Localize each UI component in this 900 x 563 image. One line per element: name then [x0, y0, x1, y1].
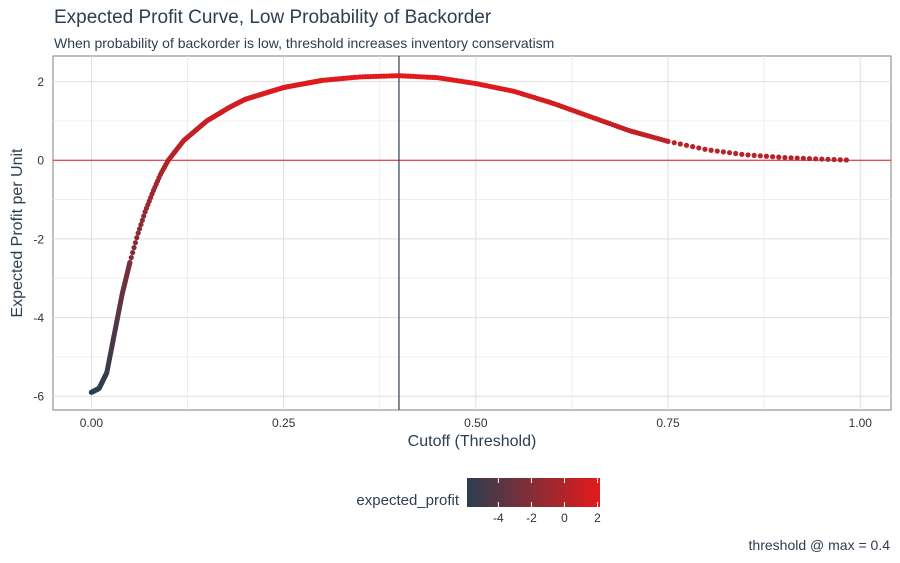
- data-point: [677, 141, 683, 147]
- data-point: [141, 213, 147, 219]
- data-point: [733, 150, 739, 157]
- data-point: [763, 153, 770, 159]
- y-tick-label: -4: [33, 311, 44, 325]
- data-point: [690, 144, 696, 150]
- data-point: [782, 154, 788, 161]
- data-point: [794, 155, 800, 161]
- legend-tick-label: -2: [526, 511, 537, 525]
- legend-ticks: -4 -2 0 2: [493, 478, 601, 525]
- y-tick-label: 0: [37, 154, 44, 168]
- data-point: [757, 153, 763, 159]
- data-point: [788, 155, 794, 161]
- data-point: [702, 146, 708, 152]
- legend-colorbar: [467, 478, 600, 507]
- legend-tick-label: 0: [561, 511, 568, 525]
- data-point: [130, 249, 136, 256]
- data-point: [696, 145, 702, 151]
- data-point: [128, 254, 134, 261]
- data-point: [671, 140, 677, 146]
- data-point: [837, 157, 843, 163]
- y-axis-ticks: -6 -4 -2 0 2: [33, 75, 44, 404]
- data-point: [135, 230, 141, 236]
- grid-lines: [53, 56, 891, 410]
- data-point: [825, 156, 831, 162]
- data-point: [776, 154, 782, 160]
- data-point: [139, 217, 145, 223]
- data-point: [819, 156, 825, 162]
- legend-tick-label: 2: [594, 511, 601, 525]
- data-point: [745, 152, 751, 158]
- x-tick-label: 0.50: [464, 416, 488, 430]
- data-point: [726, 150, 733, 156]
- data-point: [751, 152, 757, 158]
- legend-tick-label: -4: [493, 511, 504, 525]
- data-point: [132, 240, 139, 246]
- x-axis-ticks: 0.00 0.25 0.50 0.75 1.00: [80, 416, 872, 430]
- x-tick-label: 0.75: [656, 416, 680, 430]
- y-tick-label: 2: [37, 75, 44, 89]
- y-tick-label: -2: [33, 232, 44, 246]
- data-point: [720, 149, 727, 155]
- x-tick-label: 0.00: [80, 416, 104, 430]
- data-point: [136, 226, 143, 232]
- data-point: [708, 147, 714, 153]
- y-axis-label: Expected Profit per Unit: [9, 148, 26, 318]
- chart-caption: threshold @ max = 0.4: [748, 537, 890, 553]
- x-tick-label: 0.25: [272, 416, 296, 430]
- y-tick-label: -6: [33, 390, 44, 404]
- color-legend: expected_profit -4 -2 0 2: [356, 478, 601, 525]
- data-point: [813, 156, 819, 162]
- data-point: [138, 221, 144, 228]
- chart-title: Expected Profit Curve, Low Probability o…: [54, 7, 492, 28]
- data-point: [770, 154, 776, 160]
- reference-lines: [53, 56, 891, 410]
- x-tick-label: 1.00: [849, 416, 873, 430]
- x-axis-label: Cutoff (Threshold): [408, 433, 537, 450]
- plot-panel-border: [52, 55, 892, 411]
- data-points: [88, 73, 850, 395]
- data-point: [806, 155, 813, 162]
- legend-title: expected_profit: [356, 492, 459, 509]
- data-point: [739, 151, 745, 157]
- data-point: [683, 142, 690, 148]
- data-point: [127, 259, 133, 266]
- chart-subtitle: When probability of backorder is low, th…: [54, 35, 555, 51]
- data-point: [714, 148, 720, 154]
- data-point: [800, 155, 806, 161]
- data-point: [843, 157, 850, 163]
- data-point: [131, 245, 137, 251]
- data-point: [831, 156, 837, 163]
- data-point: [665, 138, 671, 144]
- data-point: [134, 235, 140, 241]
